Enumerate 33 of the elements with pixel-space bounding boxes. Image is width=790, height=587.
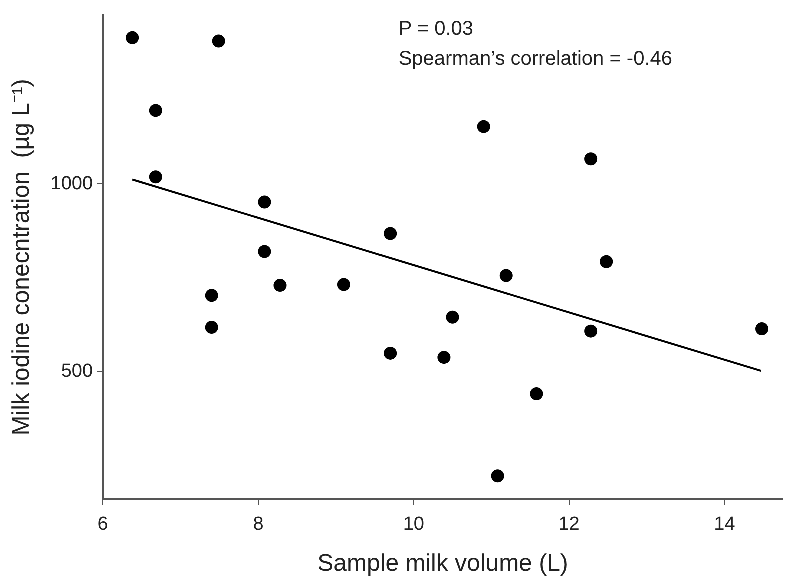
point [530,387,544,400]
point [584,152,598,166]
point [205,321,218,334]
y-axis-title: Milk iodine conecntration (µg L⁻¹) [8,79,36,436]
point [149,170,162,184]
point [756,322,769,336]
x-tick-label: 8 [253,514,264,536]
point [384,346,398,360]
point [491,470,504,483]
x-tick-label: 10 [403,514,424,536]
x-axis-title: Sample milk volume (L) [318,550,568,578]
point [600,255,614,268]
annotation: Spearman’s correlation = -0.46 [398,48,673,70]
point [258,196,272,209]
point [584,324,598,338]
point [500,269,513,282]
y-tick-label: 500 [61,361,94,382]
point [477,120,490,134]
point [274,279,287,292]
point [446,310,460,324]
point [337,278,350,292]
annotation: P = 0.03 [398,18,474,40]
y-tick-label: 1000 [50,173,94,194]
x-tick-label: 14 [714,514,736,536]
x-tick-label: 6 [98,514,108,536]
point [126,31,140,44]
point [258,245,272,258]
point [149,104,162,118]
point [384,227,398,240]
point [205,289,218,302]
point [438,351,451,364]
x-tick-label: 12 [558,514,580,536]
point [212,34,226,48]
